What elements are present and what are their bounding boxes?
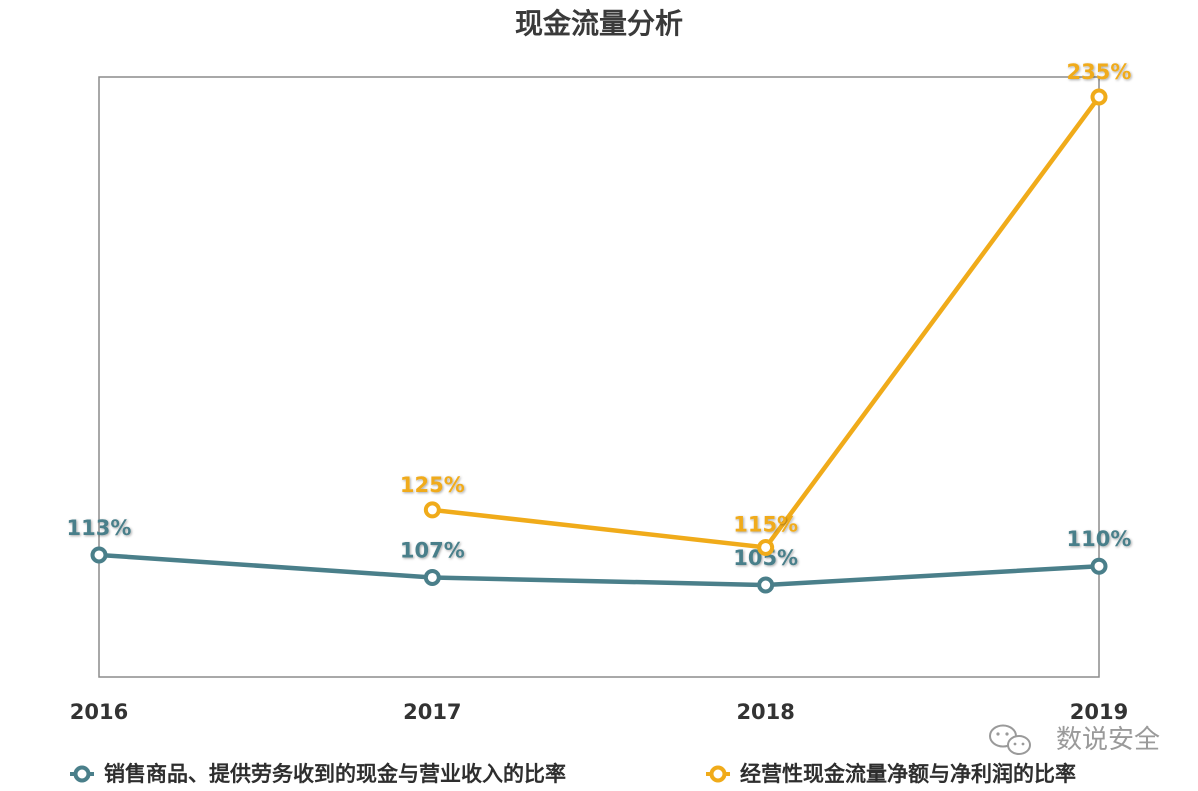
series-2-point-2018 <box>757 538 775 556</box>
series-1: 113%107% 105%110% <box>67 516 1132 594</box>
series-2-point-2019 <box>1090 88 1108 106</box>
x-tick-2017: 2017 <box>403 700 461 724</box>
series-layer: 113%107% 105%110%125%115%235% <box>67 60 1132 594</box>
series-1-line <box>96 552 1102 588</box>
series-2-label-2017: 125% <box>400 473 465 497</box>
chart-title: 现金流量分析 <box>515 7 683 40</box>
series-2: 125% 115% 235% <box>400 60 1132 556</box>
series-1-point-2018 <box>757 576 775 594</box>
series-1-label-2019: 110% <box>1067 527 1132 551</box>
legend: 销售商品、提供劳务收到的现金与营业收入的比率 经营性现金流量净额与净利润的比率 <box>70 762 1076 786</box>
legend-item-2[interactable]: 经营性现金流量净额与净利润的比率 <box>706 762 1076 786</box>
x-tick-2016: 2016 <box>70 700 128 724</box>
series-2-label-2018: 115% <box>733 512 798 536</box>
plot-area-frame <box>98 76 1100 678</box>
series-1-point-2019 <box>1090 557 1108 575</box>
series-1-point-2017 <box>423 568 441 586</box>
x-tick-2018: 2018 <box>736 700 794 724</box>
legend-label: 销售商品、提供劳务收到的现金与营业收入的比率 <box>104 762 566 786</box>
series-2-point-2017 <box>423 501 441 519</box>
x-tick-2019: 2019 <box>1070 700 1128 724</box>
wechat-icon <box>989 724 1031 755</box>
series-2-line <box>430 94 1102 550</box>
watermark: 数说安全 <box>989 724 1160 755</box>
series-1-point-2016 <box>90 546 108 564</box>
x-axis: 2016 2017 2018 2019 <box>70 700 1128 724</box>
legend-item-1[interactable]: 销售商品、提供劳务收到的现金与营业收入的比率 <box>70 762 566 786</box>
series-1-label-2016: 113% <box>67 516 132 540</box>
series-2-label-2019: 235% <box>1067 60 1132 84</box>
legend-swatch-marker <box>73 765 91 783</box>
watermark-text: 数说安全 <box>1056 725 1160 755</box>
series-1-label-2017: 107% <box>400 538 465 562</box>
legend-swatch-marker <box>709 765 727 783</box>
legend-label: 经营性现金流量净额与净利润的比率 <box>740 762 1076 786</box>
